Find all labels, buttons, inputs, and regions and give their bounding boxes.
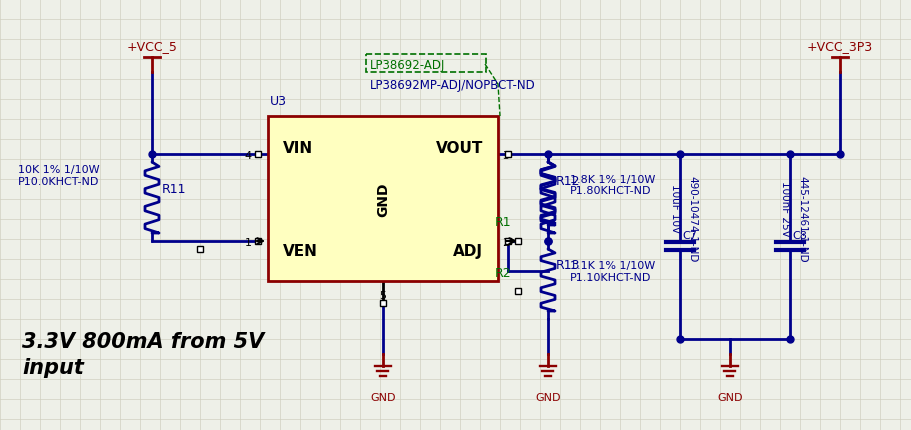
- Text: +VCC_5: +VCC_5: [127, 40, 178, 53]
- Text: LP38692-ADJ: LP38692-ADJ: [370, 58, 445, 71]
- Text: C8: C8: [791, 230, 806, 240]
- Bar: [255, 152, 261, 158]
- Text: VOUT: VOUT: [435, 141, 483, 156]
- Bar: [380, 300, 385, 306]
- Text: 10uF 10V: 10uF 10V: [670, 184, 680, 233]
- Text: 3.3V 800mA from 5V
input: 3.3V 800mA from 5V input: [22, 331, 264, 378]
- Text: GND: GND: [375, 182, 390, 216]
- Text: GND: GND: [535, 392, 560, 402]
- Text: C7: C7: [681, 230, 696, 240]
- Text: 10K 1% 1/10W
P10.0KHCT-ND: 10K 1% 1/10W P10.0KHCT-ND: [18, 165, 99, 186]
- Text: R1: R1: [494, 215, 511, 228]
- Text: GND: GND: [716, 392, 742, 402]
- Text: 1.8K 1% 1/10W
P1.80KHCT-ND: 1.8K 1% 1/10W P1.80KHCT-ND: [569, 174, 655, 196]
- Text: R12: R12: [556, 175, 580, 188]
- Bar: [255, 239, 261, 244]
- Text: R13: R13: [556, 259, 580, 272]
- Text: LP38692MP-ADJ/NOPBCT-ND: LP38692MP-ADJ/NOPBCT-ND: [370, 78, 535, 91]
- Text: R11: R11: [162, 183, 186, 196]
- Text: 100nF 25V: 100nF 25V: [779, 181, 789, 237]
- Bar: [515, 289, 520, 294]
- Bar: [505, 239, 510, 244]
- Bar: [197, 246, 203, 252]
- Text: 1.1K 1% 1/10W
P1.10KHCT-ND: 1.1K 1% 1/10W P1.10KHCT-ND: [569, 261, 654, 283]
- Text: +VCC_3P3: +VCC_3P3: [806, 40, 872, 53]
- Text: 5: 5: [379, 290, 385, 300]
- Text: U3: U3: [270, 95, 287, 108]
- Text: 445-12461-1-ND: 445-12461-1-ND: [796, 175, 806, 262]
- Text: 4: 4: [245, 150, 251, 161]
- Bar: [268, 117, 497, 281]
- Bar: [515, 239, 520, 244]
- Text: 490-10474-1-ND: 490-10474-1-ND: [686, 175, 696, 261]
- Text: VEN: VEN: [282, 244, 318, 259]
- Text: 1: 1: [245, 237, 251, 247]
- Text: R2: R2: [494, 266, 511, 280]
- Text: GND: GND: [370, 392, 395, 402]
- Bar: [505, 152, 510, 158]
- Text: ADJ: ADJ: [453, 244, 483, 259]
- Text: VIN: VIN: [282, 141, 312, 156]
- Text: 2: 2: [501, 237, 508, 247]
- Text: 3: 3: [501, 150, 508, 161]
